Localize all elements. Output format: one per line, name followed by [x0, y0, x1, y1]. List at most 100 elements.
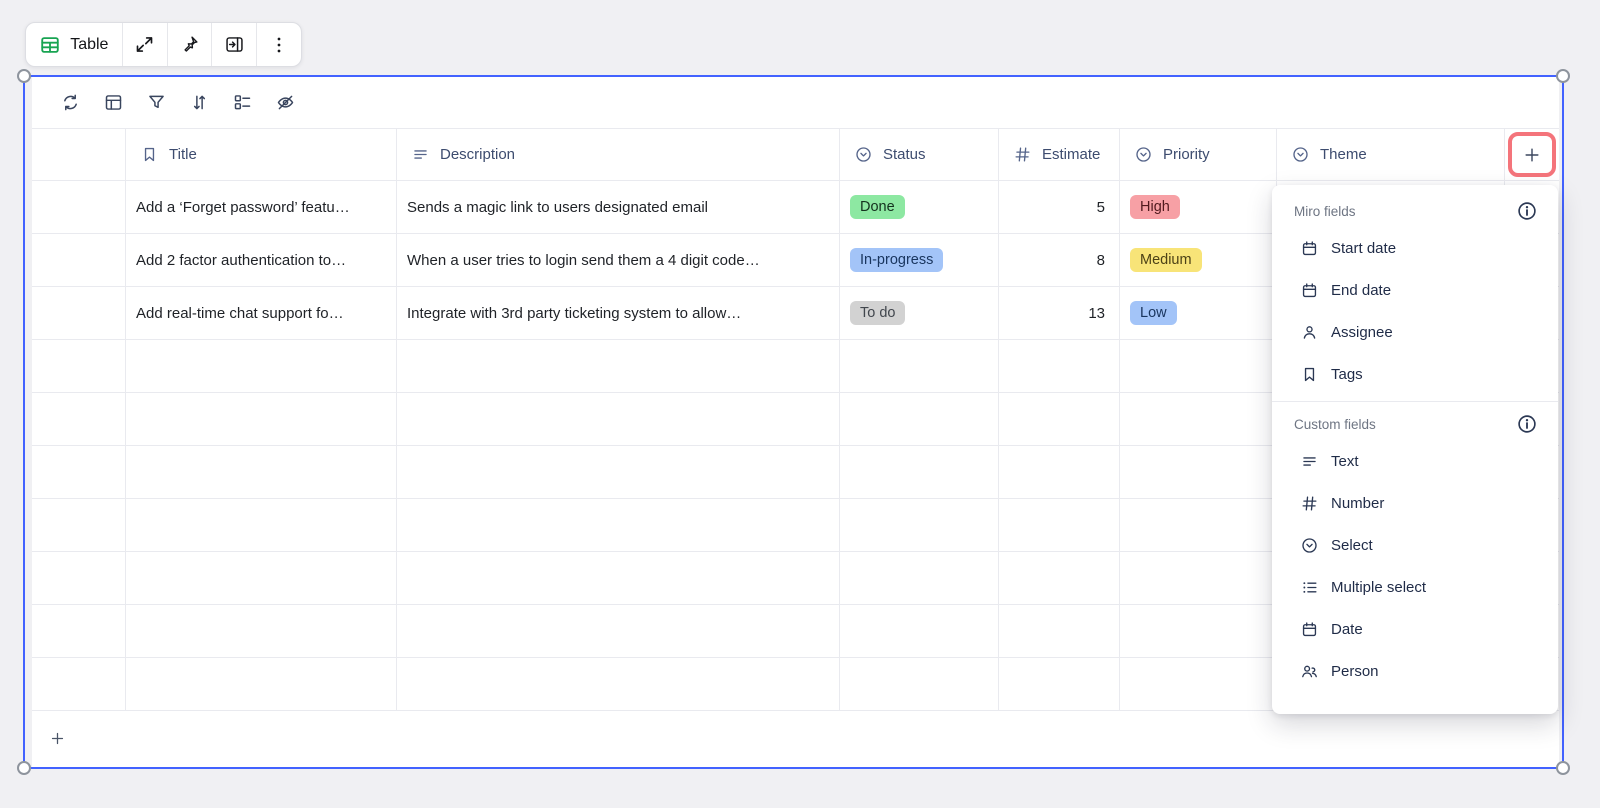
sort-button[interactable] [185, 89, 213, 117]
column-header-status[interactable]: Status [840, 129, 999, 180]
menu-item-person[interactable]: Person [1272, 650, 1558, 692]
empty-cell[interactable] [32, 499, 126, 551]
estimate-cell[interactable]: 8 [999, 234, 1120, 286]
sync-button[interactable] [56, 89, 84, 117]
menu-section-header: Miro fields [1272, 195, 1558, 227]
empty-cell[interactable] [999, 446, 1120, 498]
menu-item-number[interactable]: Number [1272, 482, 1558, 524]
empty-cell[interactable] [1120, 552, 1277, 604]
priority-badge[interactable]: Low [1130, 301, 1177, 325]
empty-cell[interactable] [126, 605, 397, 657]
empty-cell[interactable] [1120, 446, 1277, 498]
resize-handle-top-left[interactable] [17, 69, 31, 83]
hide-button[interactable] [271, 89, 299, 117]
empty-cell[interactable] [1120, 605, 1277, 657]
filter-button[interactable] [142, 89, 170, 117]
estimate-cell[interactable]: 5 [999, 181, 1120, 233]
status-badge[interactable]: Done [850, 195, 905, 219]
menu-item-text[interactable]: Text [1272, 440, 1558, 482]
layout-button[interactable] [99, 89, 127, 117]
resize-handle-bottom-right[interactable] [1556, 761, 1570, 775]
description-cell[interactable]: Integrate with 3rd party ticketing syste… [407, 304, 742, 322]
empty-cell[interactable] [840, 340, 999, 392]
expand-button[interactable] [123, 23, 167, 66]
empty-cell[interactable] [397, 393, 840, 445]
column-header-priority[interactable]: Priority [1120, 129, 1277, 180]
empty-cell[interactable] [840, 658, 999, 710]
bullet-list-icon [1300, 578, 1319, 597]
title-cell[interactable]: Add a ‘Forget password’ featu… [136, 198, 350, 216]
priority-badge[interactable]: High [1130, 195, 1180, 219]
empty-cell[interactable] [126, 393, 397, 445]
empty-cell[interactable] [126, 446, 397, 498]
menu-item-end-date[interactable]: End date [1272, 269, 1558, 311]
row-handle-cell[interactable] [32, 234, 126, 286]
empty-cell[interactable] [999, 393, 1120, 445]
empty-cell[interactable] [397, 446, 840, 498]
empty-cell[interactable] [32, 552, 126, 604]
empty-cell[interactable] [1120, 499, 1277, 551]
info-button[interactable] [1516, 413, 1538, 435]
table-type-button[interactable]: Table [26, 23, 122, 66]
title-cell[interactable]: Add real-time chat support fo… [136, 304, 344, 322]
empty-cell[interactable] [126, 658, 397, 710]
empty-cell[interactable] [397, 340, 840, 392]
priority-badge[interactable]: Medium [1130, 248, 1202, 272]
empty-cell[interactable] [1120, 393, 1277, 445]
column-header-title[interactable]: Title [126, 129, 397, 180]
empty-cell[interactable] [32, 340, 126, 392]
add-row-button[interactable] [49, 730, 66, 747]
menu-item-multiple-select[interactable]: Multiple select [1272, 566, 1558, 608]
menu-section-header: Custom fields [1272, 408, 1558, 440]
menu-item-start-date[interactable]: Start date [1272, 227, 1558, 269]
empty-cell[interactable] [1120, 658, 1277, 710]
empty-cell[interactable] [840, 605, 999, 657]
description-cell[interactable]: Sends a magic link to users designated e… [407, 198, 708, 216]
empty-cell[interactable] [32, 605, 126, 657]
more-options-button[interactable] [257, 23, 301, 66]
resize-handle-bottom-left[interactable] [17, 761, 31, 775]
empty-cell[interactable] [32, 658, 126, 710]
description-cell[interactable]: When a user tries to login send them a 4… [407, 251, 760, 269]
empty-cell[interactable] [32, 393, 126, 445]
empty-cell[interactable] [840, 499, 999, 551]
status-badge[interactable]: In-progress [850, 248, 944, 272]
empty-cell[interactable] [126, 552, 397, 604]
empty-cell[interactable] [126, 340, 397, 392]
empty-cell[interactable] [840, 446, 999, 498]
empty-cell[interactable] [999, 552, 1120, 604]
empty-cell[interactable] [397, 552, 840, 604]
empty-cell[interactable] [999, 340, 1120, 392]
empty-cell[interactable] [840, 393, 999, 445]
empty-cell[interactable] [397, 658, 840, 710]
empty-cell[interactable] [126, 499, 397, 551]
open-sidebar-button[interactable] [212, 23, 256, 66]
menu-item-select[interactable]: Select [1272, 524, 1558, 566]
empty-cell[interactable] [999, 605, 1120, 657]
select-circle-icon [1300, 536, 1319, 555]
empty-cell[interactable] [397, 499, 840, 551]
column-header-description[interactable]: Description [397, 129, 840, 180]
empty-cell[interactable] [1120, 340, 1277, 392]
column-header-theme[interactable]: Theme [1277, 129, 1505, 180]
menu-item-assignee[interactable]: Assignee [1272, 311, 1558, 353]
resize-handle-top-right[interactable] [1556, 69, 1570, 83]
info-button[interactable] [1516, 200, 1538, 222]
empty-cell[interactable] [840, 552, 999, 604]
empty-cell[interactable] [32, 446, 126, 498]
row-handle-cell[interactable] [32, 287, 126, 339]
menu-item-date[interactable]: Date [1272, 608, 1558, 650]
pin-button[interactable] [168, 23, 212, 66]
fields-button[interactable] [228, 89, 256, 117]
calendar-icon [1300, 239, 1319, 258]
empty-cell[interactable] [397, 605, 840, 657]
row-handle-cell[interactable] [32, 181, 126, 233]
estimate-cell[interactable]: 13 [999, 287, 1120, 339]
title-cell[interactable]: Add 2 factor authentication to… [136, 251, 347, 269]
menu-item-tags[interactable]: Tags [1272, 353, 1558, 395]
add-column-button[interactable] [1508, 132, 1556, 177]
status-badge[interactable]: To do [850, 301, 906, 325]
empty-cell[interactable] [999, 658, 1120, 710]
column-header-estimate[interactable]: Estimate [999, 129, 1120, 180]
empty-cell[interactable] [999, 499, 1120, 551]
